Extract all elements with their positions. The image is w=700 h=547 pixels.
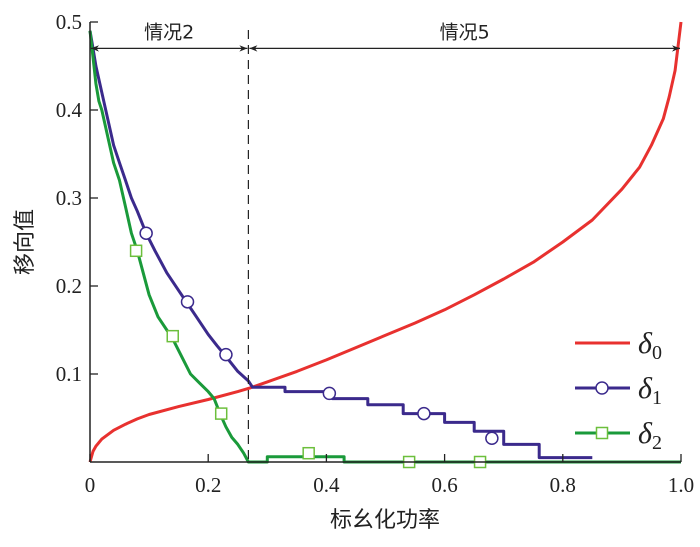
x-tick-label: 1.0 bbox=[668, 473, 694, 497]
y-tick-label: 0.2 bbox=[56, 274, 82, 298]
legend-label-δ2: δ2 bbox=[638, 417, 662, 454]
legend-subscript: 1 bbox=[652, 387, 662, 409]
legend-subscript: 0 bbox=[652, 342, 662, 364]
data-point-marker bbox=[219, 347, 233, 362]
legend-marker bbox=[595, 381, 609, 395]
x-tick-label: 0.2 bbox=[195, 473, 221, 497]
legend-symbol: δ bbox=[638, 417, 653, 450]
legend-label-δ0: δ0 bbox=[638, 327, 662, 364]
series-line-δ0 bbox=[88, 21, 683, 463]
x-tick-label: 0 bbox=[85, 473, 96, 497]
legend-symbol: δ bbox=[638, 372, 653, 405]
data-point-marker bbox=[214, 407, 228, 420]
x-tick-label: 0.4 bbox=[313, 473, 340, 497]
y-axis-label: 移向值 bbox=[13, 209, 38, 275]
data-point-marker bbox=[139, 226, 153, 240]
region-label: 情况5 bbox=[440, 21, 490, 43]
y-tick-label: 0.4 bbox=[56, 98, 83, 122]
data-point-marker bbox=[322, 386, 337, 401]
legend-subscript: 2 bbox=[652, 432, 662, 454]
y-tick-label: 0.3 bbox=[56, 186, 82, 210]
data-point-marker bbox=[302, 446, 315, 460]
data-point-marker bbox=[129, 244, 143, 258]
region-label: 情况2 bbox=[144, 21, 194, 43]
x-axis-label: 标幺化功率 bbox=[330, 508, 440, 533]
legend-symbol: δ bbox=[638, 327, 653, 360]
series-line-δ1 bbox=[88, 30, 593, 460]
x-tick-label: 0.8 bbox=[550, 473, 576, 497]
series-line-δ2 bbox=[88, 30, 681, 464]
data-point-marker bbox=[180, 295, 195, 309]
data-point-marker bbox=[166, 329, 179, 343]
axes: 0 0.2 0.4 0.6 0.8 1.0 0.1 0.2 0.3 0.4 0.5 情况2 情况5 bbox=[56, 10, 694, 497]
legend-label-δ1: δ1 bbox=[638, 372, 662, 409]
y-tick-label: 0.5 bbox=[56, 10, 82, 34]
legend-marker bbox=[595, 426, 609, 440]
series-layer bbox=[88, 21, 683, 469]
x-tick-label: 0.6 bbox=[431, 473, 457, 497]
data-point-marker bbox=[485, 431, 499, 445]
data-point-marker bbox=[417, 406, 431, 421]
y-tick-label: 0.1 bbox=[56, 362, 82, 386]
